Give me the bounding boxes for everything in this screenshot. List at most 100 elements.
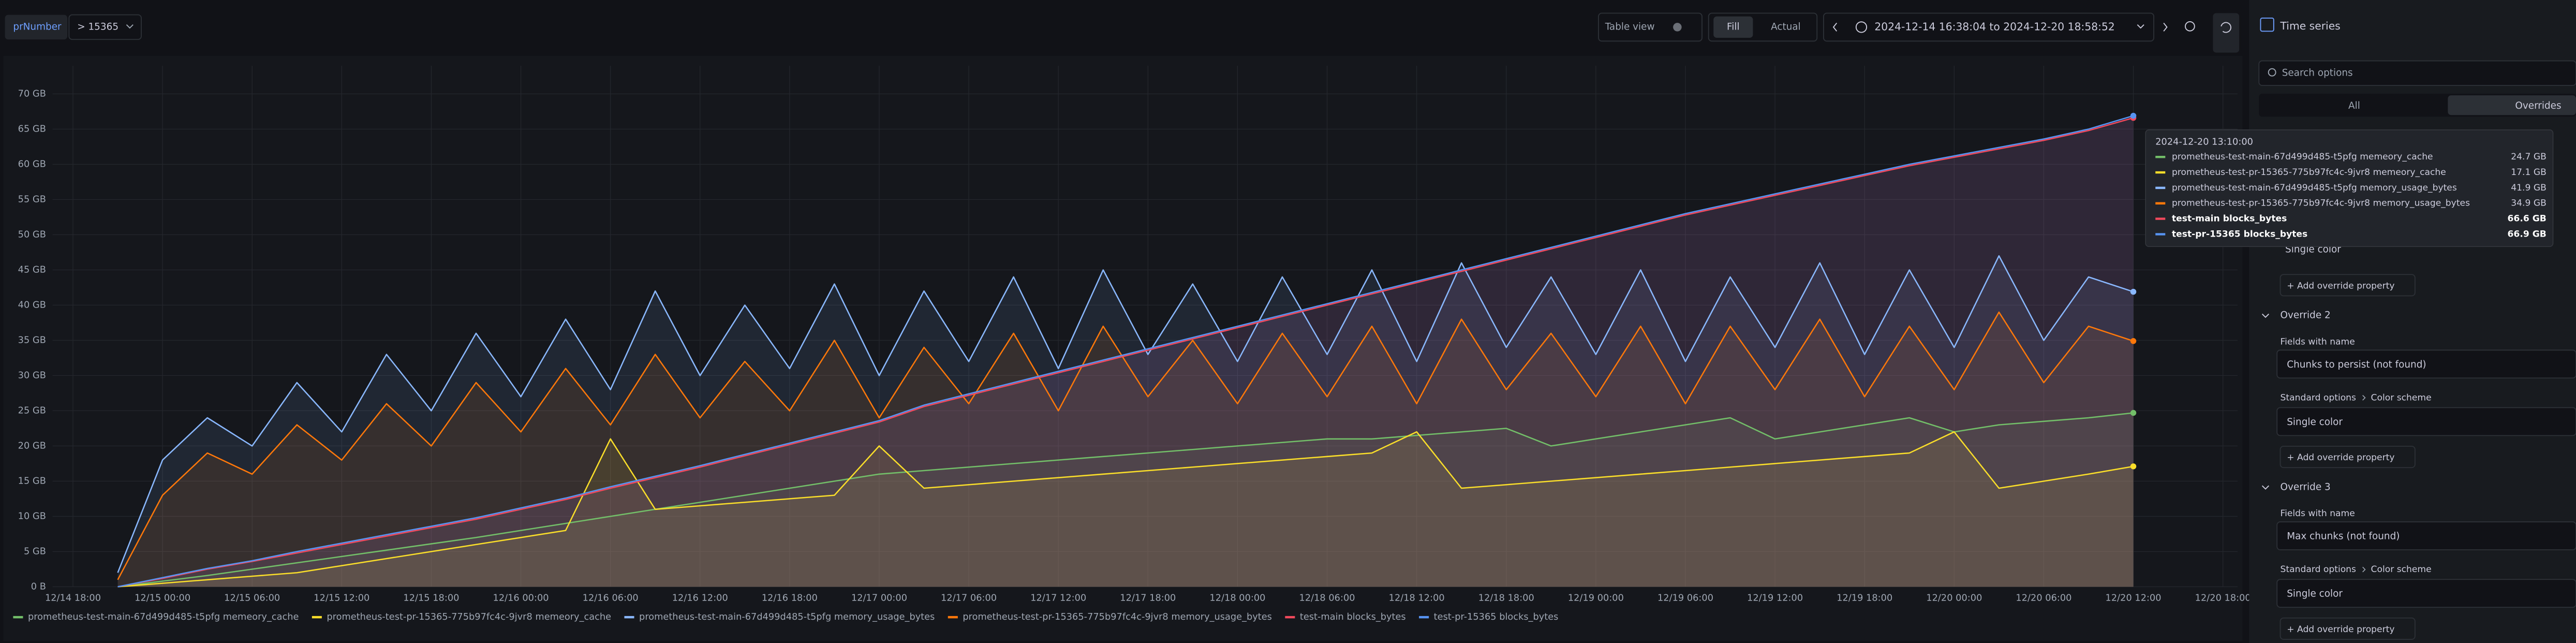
actual-button[interactable]: Actual <box>1771 21 1801 32</box>
collapse-icon[interactable] <box>2261 313 2269 318</box>
zoom-out[interactable] <box>2185 21 2195 32</box>
legend-entry[interactable]: prometheus-test-pr-15365-775b97fc4c-9jvr… <box>327 612 611 622</box>
legend-entry[interactable]: prometheus-test-main-67d499d485-t5pfg me… <box>639 612 935 622</box>
override-title[interactable]: Override 2 <box>2281 310 2331 321</box>
panel-area <box>3 55 2243 641</box>
field-value[interactable]: Max chunks (not found) <box>2287 531 2400 542</box>
table-view-switch[interactable] <box>1673 23 1682 32</box>
add-property-button[interactable] <box>2279 617 2416 640</box>
dropdown-icon <box>126 24 134 29</box>
search-icon <box>2268 68 2276 77</box>
property-group: Standard options <box>2281 564 2357 575</box>
y-tick-label: 35 GB <box>18 335 46 345</box>
y-tick-label: 5 GB <box>24 546 46 557</box>
add-property[interactable]: + Add override property <box>2287 452 2394 463</box>
y-tick-label: 15 GB <box>18 476 46 486</box>
series-area <box>117 256 2134 587</box>
collapse-icon[interactable] <box>2261 485 2269 490</box>
tab[interactable]: All <box>2348 100 2360 111</box>
x-tick-label: 12/18 06:00 <box>1299 593 1355 604</box>
variable-label: prNumber <box>13 21 62 32</box>
tooltip-series: prometheus-test-main-67d499d485-t5pfg me… <box>2172 152 2433 162</box>
refresh-icon <box>2220 22 2231 33</box>
x-tick-label: 12/19 12:00 <box>1747 593 1803 604</box>
viz-title[interactable]: Time series <box>2280 20 2341 32</box>
legend-entry[interactable]: prometheus-test-main-67d499d485-t5pfg me… <box>28 612 299 622</box>
property-value[interactable]: Single color <box>2287 417 2343 428</box>
time-range-picker[interactable]: 2024-12-14 16:38:04 to 2024-12-20 18:58:… <box>1874 20 2114 33</box>
series-area <box>117 118 2134 587</box>
x-tick-label: 12/16 18:00 <box>762 593 818 604</box>
override-title[interactable]: Override 3 <box>2281 481 2331 492</box>
clock-icon <box>1855 21 1868 33</box>
x-tick-label: 12/18 12:00 <box>1389 593 1445 604</box>
hover-point <box>2130 288 2137 295</box>
x-tick-label: 12/15 06:00 <box>224 593 280 604</box>
field-select[interactable] <box>2276 521 2576 550</box>
add-property[interactable]: + Add override property <box>2287 281 2394 291</box>
x-tick-label: 12/20 12:00 <box>2106 593 2162 604</box>
x-tick-label: 12/18 00:00 <box>1209 593 1265 604</box>
series-area <box>117 312 2134 587</box>
x-tick-label: 12/17 12:00 <box>1030 593 1086 604</box>
add-property[interactable]: + Add override property <box>2287 624 2394 635</box>
search-placeholder[interactable]: Search options <box>2282 67 2353 78</box>
time-range-dropdown[interactable] <box>2137 24 2144 29</box>
legend-entry[interactable]: prometheus-test-pr-15365-775b97fc4c-9jvr… <box>963 612 1272 622</box>
x-tick-label: 12/17 00:00 <box>851 593 907 604</box>
legend-entry[interactable]: test-main blocks_bytes <box>1300 612 1406 622</box>
value-select[interactable] <box>2276 407 2576 436</box>
y-tick-label: 20 GB <box>18 441 46 451</box>
series-line <box>117 255 2134 573</box>
y-tick-label: 10 GB <box>18 511 46 521</box>
y-tick-label: 25 GB <box>18 405 46 416</box>
y-tick-label: 65 GB <box>18 124 46 134</box>
plot: 0 B 5 GB 10 GB 15 GB 20 GB 25 GB 30 GB 35 GB 40 … <box>18 66 2251 604</box>
property-value[interactable]: Single color <box>2287 589 2343 600</box>
value-select[interactable] <box>2276 579 2576 608</box>
y-tick-label: 45 GB <box>18 265 46 275</box>
time-to[interactable]: 2024-12-20 18:58:52 <box>2003 20 2115 33</box>
tab[interactable]: Overrides <box>2515 100 2561 111</box>
time-forward[interactable] <box>2163 22 2168 32</box>
y-tick-label: 70 GB <box>18 89 46 99</box>
breadcrumb-chevron <box>2362 566 2366 573</box>
x-tick-label: 12/18 18:00 <box>1478 593 1534 604</box>
legend-entry[interactable]: test-pr-15365 blocks_bytes <box>1434 612 1559 622</box>
x-tick-label: 12/15 18:00 <box>403 593 459 604</box>
variable-label-box <box>5 14 68 40</box>
fill-button[interactable]: Fill <box>1727 21 1740 32</box>
x-tick-label: 12/17 06:00 <box>941 593 997 604</box>
matcher-label: Fields with name <box>2281 508 2355 519</box>
series-line <box>117 311 2134 580</box>
hover-point <box>2130 463 2137 470</box>
x-tick-label: 12/19 00:00 <box>1568 593 1624 604</box>
search-box[interactable] <box>2258 60 2576 86</box>
refresh-button[interactable] <box>2213 13 2240 53</box>
series-area <box>117 413 2134 587</box>
series-line <box>117 431 2134 588</box>
variable-value[interactable]: > 15365 <box>77 21 119 32</box>
tooltip-value: 41.9 GB <box>2511 183 2547 193</box>
time-range-box <box>1823 12 2155 42</box>
tooltip-value: 66.9 GB <box>2508 229 2547 239</box>
tooltip-series: prometheus-test-pr-15365-775b97fc4c-9jvr… <box>2172 198 2470 209</box>
tooltip-series: prometheus-test-pr-15365-775b97fc4c-9jvr… <box>2172 167 2446 178</box>
variable-select[interactable] <box>68 14 142 40</box>
add-property-button[interactable] <box>2279 446 2416 469</box>
table-view-label[interactable]: Table view <box>1605 21 1655 32</box>
time-from[interactable]: 2024-12-14 16:38:04 <box>1874 20 1986 33</box>
time-back[interactable] <box>1832 22 1838 32</box>
series-line <box>117 117 2134 588</box>
field-value[interactable]: Chunks to persist (not found) <box>2287 359 2426 370</box>
legend: prometheus-test-main-67d499d485-t5pfg me… <box>13 612 1558 622</box>
field-select[interactable] <box>2276 349 2576 379</box>
overrides: Override 2 Fields with name Chunks to pers… <box>2261 310 2576 640</box>
tooltip: 2024-12-20 13:10:00 prometheus-test-main-… <box>2145 129 2554 247</box>
y-tick-label: 0 B <box>31 581 46 592</box>
tooltip-value: 17.1 GB <box>2511 167 2547 178</box>
x-tick-label: 12/15 00:00 <box>135 593 190 604</box>
x-tick-label: 12/20 00:00 <box>1926 593 1982 604</box>
add-property-button[interactable] <box>2279 274 2416 297</box>
